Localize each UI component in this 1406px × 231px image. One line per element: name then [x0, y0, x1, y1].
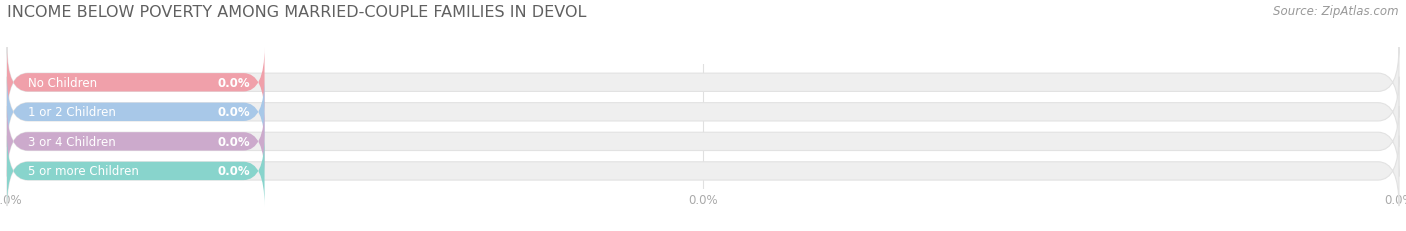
FancyBboxPatch shape [7, 107, 1399, 177]
FancyBboxPatch shape [7, 77, 264, 147]
FancyBboxPatch shape [7, 136, 264, 206]
FancyBboxPatch shape [7, 77, 1399, 147]
FancyBboxPatch shape [7, 107, 264, 177]
Text: 0.0%: 0.0% [218, 165, 250, 178]
Text: No Children: No Children [28, 76, 97, 89]
Text: 1 or 2 Children: 1 or 2 Children [28, 106, 115, 119]
Text: 0.0%: 0.0% [218, 106, 250, 119]
Text: Source: ZipAtlas.com: Source: ZipAtlas.com [1274, 5, 1399, 18]
Text: 5 or more Children: 5 or more Children [28, 165, 139, 178]
FancyBboxPatch shape [7, 136, 1399, 206]
Text: 0.0%: 0.0% [218, 76, 250, 89]
FancyBboxPatch shape [7, 48, 1399, 118]
Text: 0.0%: 0.0% [218, 135, 250, 148]
Text: INCOME BELOW POVERTY AMONG MARRIED-COUPLE FAMILIES IN DEVOL: INCOME BELOW POVERTY AMONG MARRIED-COUPL… [7, 5, 586, 20]
FancyBboxPatch shape [7, 48, 264, 118]
Text: 3 or 4 Children: 3 or 4 Children [28, 135, 115, 148]
